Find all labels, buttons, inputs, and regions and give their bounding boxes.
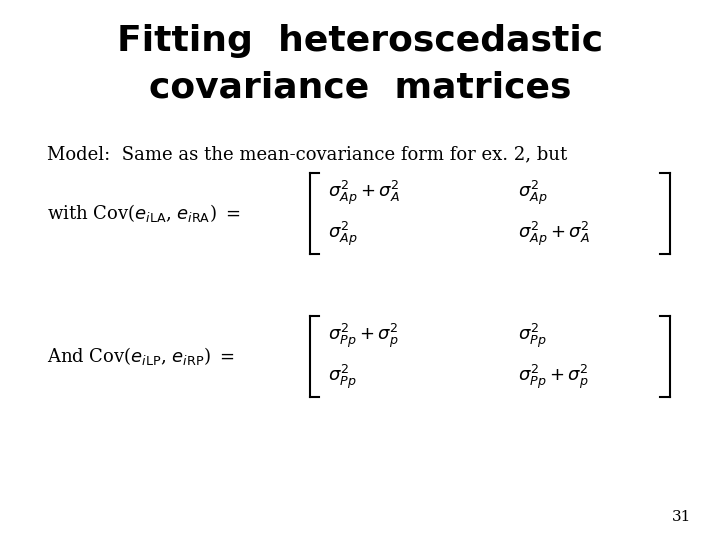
Text: $\sigma^2_{Ap}$: $\sigma^2_{Ap}$	[518, 179, 548, 207]
Text: $\sigma^2_{Pp}$: $\sigma^2_{Pp}$	[328, 363, 356, 391]
Text: $\sigma^2_{Pp}$: $\sigma^2_{Pp}$	[518, 322, 547, 350]
Text: $\sigma^2_{Pp} + \sigma^2_{p}$: $\sigma^2_{Pp} + \sigma^2_{p}$	[518, 363, 589, 391]
Text: Fitting  heteroscedastic: Fitting heteroscedastic	[117, 24, 603, 58]
Text: $\sigma^2_{Ap} + \sigma^2_{A}$: $\sigma^2_{Ap} + \sigma^2_{A}$	[328, 179, 400, 207]
Text: covariance  matrices: covariance matrices	[149, 70, 571, 104]
Text: And Cov($e_{i\mathrm{LP}}$, $e_{i\mathrm{RP}}$) $=$: And Cov($e_{i\mathrm{LP}}$, $e_{i\mathrm…	[47, 346, 235, 367]
Text: $\sigma^2_{Pp} + \sigma^2_{p}$: $\sigma^2_{Pp} + \sigma^2_{p}$	[328, 322, 398, 350]
Text: with Cov($e_{i\mathrm{LA}}$, $e_{i\mathrm{RA}}$) $=$: with Cov($e_{i\mathrm{LA}}$, $e_{i\mathr…	[47, 202, 240, 224]
Text: $\sigma^2_{Ap}$: $\sigma^2_{Ap}$	[328, 220, 357, 248]
Text: 31: 31	[672, 510, 691, 524]
Text: Model:  Same as the mean-covariance form for ex. 2, but: Model: Same as the mean-covariance form …	[47, 146, 567, 164]
Text: $\sigma^2_{Ap} + \sigma^2_{A}$: $\sigma^2_{Ap} + \sigma^2_{A}$	[518, 220, 590, 248]
